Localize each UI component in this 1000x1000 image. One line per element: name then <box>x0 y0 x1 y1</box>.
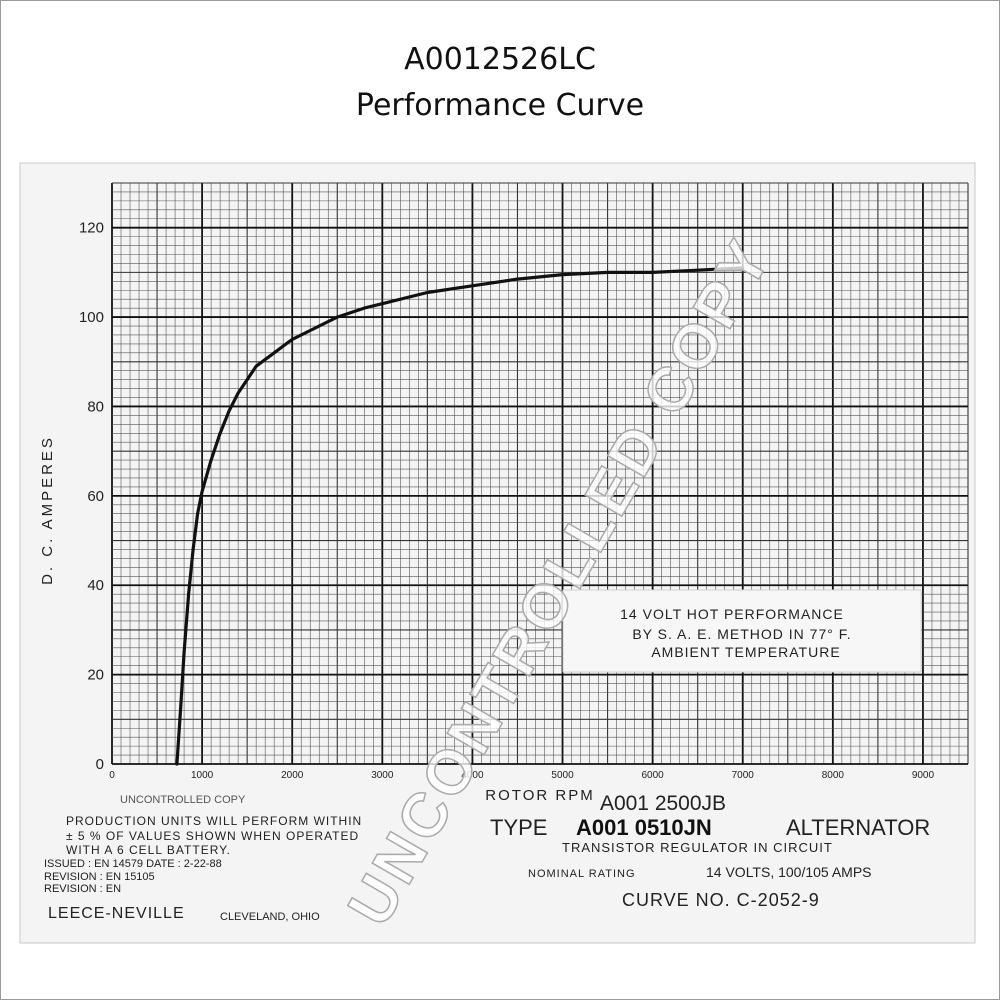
y-tick-labels: 0 20 40 60 80 100 120 <box>79 220 104 773</box>
revision-line-1: REVISION : EN 15105 <box>44 871 155 883</box>
y-tick-label: 40 <box>87 577 104 594</box>
performance-curve-line <box>175 266 745 766</box>
x-tick-label: 8000 <box>822 770 845 781</box>
x-tick-label: 6000 <box>642 770 665 781</box>
annotation-line-1: 14 VOLT HOT PERFORMANCE <box>620 606 844 622</box>
annotation-line-2: BY S. A. E. METHOD IN 77° F. <box>632 626 851 642</box>
x-tick-label: 2000 <box>281 770 304 781</box>
uncontrolled-copy-stamp: UNCONTROLLED COPY <box>120 794 246 806</box>
x-tick-label: 1000 <box>191 770 214 781</box>
company-city: CLEVELAND, OHIO <box>220 911 320 923</box>
x-tick-label: 7000 <box>732 770 755 781</box>
type-value: A001 0510JN <box>576 815 712 840</box>
y-tick-label: 60 <box>87 488 104 505</box>
production-note-2: ± 5 % OF VALUES SHOWN WHEN OPERATED <box>66 829 359 843</box>
alternate-type: A001 2500JB <box>600 792 726 815</box>
y-tick-label: 100 <box>79 309 104 326</box>
rating-value: 14 VOLTS, 100/105 AMPS <box>706 864 872 880</box>
y-tick-label: 80 <box>87 398 104 415</box>
curve-number: CURVE NO. C-2052-9 <box>622 890 820 910</box>
annotation-box <box>562 589 922 673</box>
x-tick-label: 5000 <box>551 770 574 781</box>
x-tick-labels: 0 1000 2000 3000 4000 5000 6000 7000 8000 9000 <box>109 770 934 781</box>
x-tick-label: 9000 <box>912 770 935 781</box>
issued-line: ISSUED : EN 14579 DATE : 2-22-88 <box>44 858 222 870</box>
x-tick-label: 0 <box>109 770 115 781</box>
y-axis-label: D. C. AMPERES <box>39 435 56 585</box>
x-axis-label: ROTOR RPM <box>485 787 594 804</box>
x-tick-label: 4000 <box>461 770 484 781</box>
production-note-1: PRODUCTION UNITS WILL PERFORM WITHIN <box>66 814 362 828</box>
x-tick-label: 3000 <box>371 770 394 781</box>
type-prefix: TYPE <box>490 815 547 840</box>
rating-label: NOMINAL RATING <box>528 868 636 880</box>
chart-series <box>175 266 745 766</box>
scanned-sheet <box>19 162 976 944</box>
y-tick-label: 0 <box>96 756 104 773</box>
revision-line-2: REVISION : EN <box>44 883 121 895</box>
y-tick-label: 120 <box>79 220 104 237</box>
company-name: LEECE-NEVILLE <box>48 905 185 922</box>
page-subtitle: Performance Curve <box>355 88 645 123</box>
y-tick-label: 20 <box>87 667 104 684</box>
regulator-note: TRANSISTOR REGULATOR IN CIRCUIT <box>562 840 833 855</box>
type-suffix: ALTERNATOR <box>786 815 930 840</box>
page-title: A0012526LC <box>404 42 596 77</box>
annotation-line-3: AMBIENT TEMPERATURE <box>651 644 840 660</box>
production-note-3: WITH A 6 CELL BATTERY. <box>66 843 231 857</box>
